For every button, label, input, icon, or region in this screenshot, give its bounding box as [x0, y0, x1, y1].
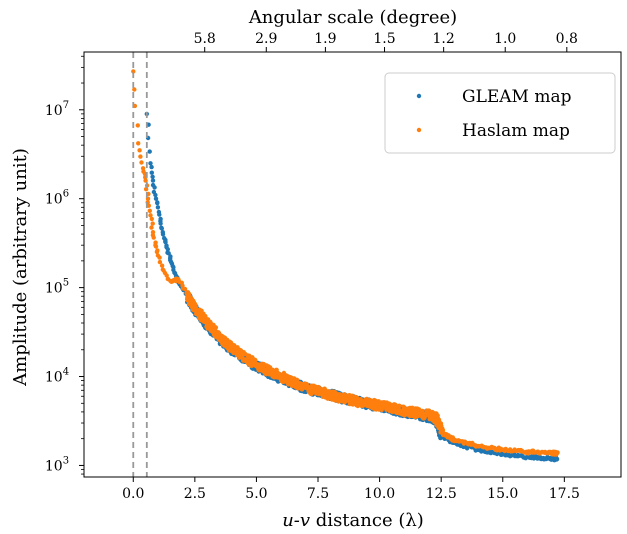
top-tick-label: 1.0 — [494, 31, 516, 47]
data-point — [164, 273, 169, 278]
data-point — [138, 154, 143, 159]
top-tick-label: 0.8 — [556, 31, 578, 47]
data-point — [150, 178, 156, 183]
y-tick-base: 10 — [45, 192, 63, 208]
data-point — [147, 149, 152, 154]
data-point — [182, 286, 188, 292]
plot-frame — [83, 51, 622, 478]
y-tick-base: 10 — [45, 458, 63, 474]
x-axis-title-rest: distance (λ) — [310, 510, 424, 531]
reference-lines — [132, 52, 148, 477]
data-point — [397, 403, 402, 409]
data-point — [213, 325, 219, 330]
x-axis-ticks: 0.0 2.5 5.0 7.5 10.0 12.5 15.0 17.5 — [122, 477, 580, 502]
data-point — [152, 185, 157, 190]
y-tick-label: 105 — [45, 278, 69, 297]
legend-box — [384, 72, 616, 154]
data-point — [150, 174, 155, 179]
y-tick-exponent: 6 — [63, 189, 69, 200]
data-point — [155, 205, 161, 210]
x-axis-title-variable: u-v — [282, 510, 310, 531]
top-tick-label: 1.5 — [373, 31, 395, 47]
data-point — [437, 422, 443, 427]
data-point — [160, 232, 166, 237]
y-tick-label: 106 — [45, 189, 69, 208]
legend-marker-gleam — [416, 93, 422, 99]
data-point — [154, 249, 160, 255]
data-point — [165, 247, 170, 252]
data-point — [136, 141, 141, 146]
series-1-points — [131, 69, 560, 457]
data-point — [135, 123, 140, 128]
data-point — [149, 170, 154, 175]
x-tick-label: 7.5 — [307, 486, 329, 502]
data-point — [137, 148, 142, 153]
data-point — [147, 208, 152, 213]
y-tick-exponent: 4 — [63, 367, 69, 378]
y-tick-exponent: 7 — [63, 100, 69, 111]
data-point — [157, 212, 162, 217]
x-tick-label: 0.0 — [122, 486, 144, 502]
data-point — [150, 221, 155, 226]
data-point — [148, 161, 153, 166]
data-point — [157, 255, 162, 260]
top-axis-ticks: 5.8 2.9 1.9 1.5 1.2 1.0 0.8 — [194, 31, 578, 52]
x-tick-label: 17.5 — [549, 486, 580, 502]
y-tick-label: 103 — [45, 455, 69, 474]
data-point — [139, 160, 144, 165]
data-point — [159, 226, 164, 231]
data-point — [153, 244, 159, 249]
y-tick-base: 10 — [45, 370, 63, 386]
top-tick-label: 2.9 — [255, 31, 277, 47]
top-tick-label: 1.2 — [433, 31, 455, 47]
y-axis-title: Amplitude (arbitrary unit) — [10, 148, 31, 387]
data-point — [148, 213, 153, 218]
data-point — [149, 216, 154, 222]
data-point — [159, 263, 165, 268]
legend: GLEAM map Haslam map — [384, 72, 616, 154]
data-point — [163, 239, 168, 245]
x-tick-label: 5.0 — [245, 486, 267, 502]
top-tick-label: 5.8 — [194, 31, 216, 47]
data-points-layer — [131, 69, 560, 463]
y-tick-label: 107 — [45, 100, 69, 119]
data-point — [158, 221, 163, 226]
data-point — [143, 178, 148, 183]
data-point — [155, 200, 160, 206]
data-point — [151, 235, 156, 240]
data-point — [149, 225, 154, 230]
data-point — [153, 192, 158, 198]
data-point — [143, 187, 149, 192]
series-0-points — [144, 111, 560, 463]
x-tick-label: 10.0 — [364, 486, 395, 502]
data-point — [252, 358, 258, 363]
legend-label-haslam: Haslam map — [462, 121, 570, 141]
legend-label-gleam: GLEAM map — [462, 87, 572, 107]
y-tick-exponent: 3 — [63, 455, 69, 466]
y-tick-exponent: 5 — [63, 278, 69, 289]
data-point — [157, 259, 163, 265]
data-point — [132, 87, 137, 92]
x-axis-title: u-v distance (λ) — [282, 510, 424, 531]
top-tick-label: 1.9 — [314, 31, 336, 47]
x-tick-label: 2.5 — [184, 486, 206, 502]
x-tick-label: 15.0 — [487, 486, 518, 502]
x-tick-label: 12.5 — [426, 486, 457, 502]
y-tick-base: 10 — [45, 281, 63, 297]
data-point — [554, 451, 560, 456]
data-point — [554, 456, 560, 462]
top-axis-title: Angular scale (degree) — [248, 7, 457, 28]
data-point — [153, 196, 159, 201]
y-tick-label: 104 — [45, 367, 69, 386]
legend-marker-haslam — [416, 127, 422, 133]
y-tick-base: 10 — [45, 103, 63, 119]
data-point — [140, 166, 146, 171]
data-point — [149, 164, 154, 170]
data-point — [131, 69, 136, 74]
